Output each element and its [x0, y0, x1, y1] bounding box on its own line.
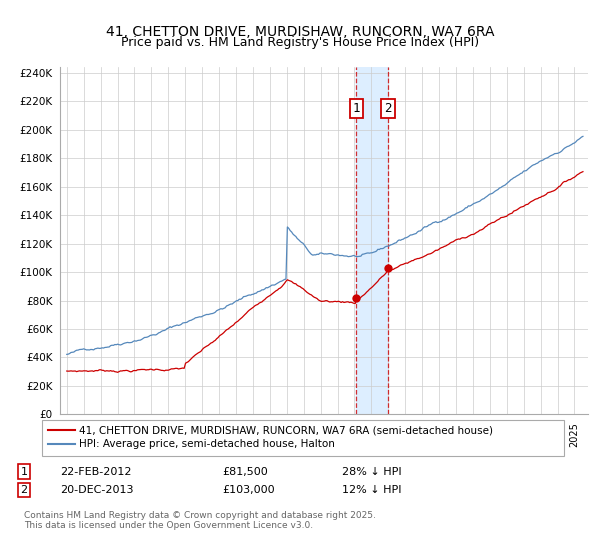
Text: 1: 1 [20, 466, 28, 477]
Text: £103,000: £103,000 [222, 485, 275, 495]
Text: HPI: Average price, semi-detached house, Halton: HPI: Average price, semi-detached house,… [79, 439, 335, 449]
Text: Contains HM Land Registry data © Crown copyright and database right 2025.
This d: Contains HM Land Registry data © Crown c… [24, 511, 376, 530]
Text: 41, CHETTON DRIVE, MURDISHAW, RUNCORN, WA7 6RA (semi-detached house): 41, CHETTON DRIVE, MURDISHAW, RUNCORN, W… [79, 425, 493, 435]
Bar [356, 67, 388, 414]
Text: 1: 1 [353, 102, 360, 115]
Text: 28% ↓ HPI: 28% ↓ HPI [342, 466, 401, 477]
Text: £81,500: £81,500 [222, 466, 268, 477]
Text: 20-DEC-2013: 20-DEC-2013 [60, 485, 133, 495]
Text: 12% ↓ HPI: 12% ↓ HPI [342, 485, 401, 495]
Text: Price paid vs. HM Land Registry's House Price Index (HPI): Price paid vs. HM Land Registry's House … [121, 36, 479, 49]
Text: 2: 2 [20, 485, 28, 495]
Text: 2: 2 [384, 102, 392, 115]
Text: 41, CHETTON DRIVE, MURDISHAW, RUNCORN, WA7 6RA: 41, CHETTON DRIVE, MURDISHAW, RUNCORN, W… [106, 25, 494, 39]
Text: 22-FEB-2012: 22-FEB-2012 [60, 466, 131, 477]
